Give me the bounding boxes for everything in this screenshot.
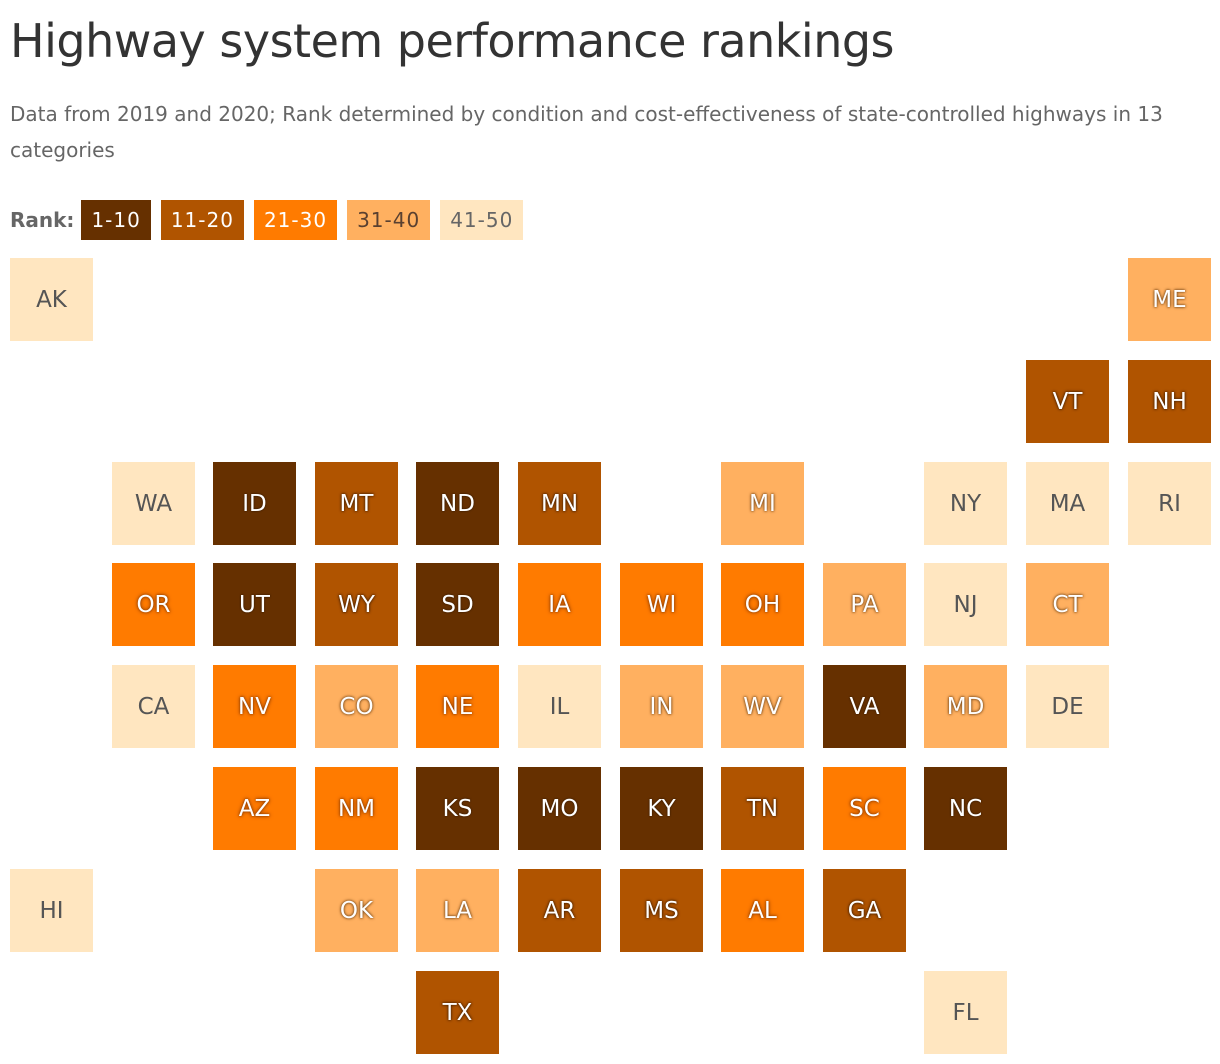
state-tile-mi: MI [721,462,804,545]
state-tile-wy: WY [315,563,398,646]
state-tile-ri: RI [1128,462,1211,545]
state-tile-ma: MA [1026,462,1109,545]
state-tile-mn: MN [518,462,601,545]
legend-swatch-11-20: 11-20 [160,200,244,240]
state-tile-wa: WA [112,462,195,545]
state-tile-sd: SD [416,563,499,646]
state-tile-nv: NV [213,665,296,748]
page-title: Highway system performance rankings [10,14,895,68]
state-tile-ny: NY [924,462,1007,545]
state-tile-in: IN [620,665,703,748]
state-tile-oh: OH [721,563,804,646]
state-tile-ne: NE [416,665,499,748]
state-tile-va: VA [823,665,906,748]
state-tile-al: AL [721,869,804,952]
state-tile-az: AZ [213,767,296,850]
state-tile-ca: CA [112,665,195,748]
state-tile-de: DE [1026,665,1109,748]
state-tile-fl: FL [924,971,1007,1054]
rank-legend: Rank: 1-10 11-20 21-30 31-40 41-50 [10,200,533,240]
state-tile-sc: SC [823,767,906,850]
state-tile-id: ID [213,462,296,545]
state-tile-ky: KY [620,767,703,850]
state-tile-nc: NC [924,767,1007,850]
state-tile-co: CO [315,665,398,748]
state-tile-mt: MT [315,462,398,545]
state-tile-ok: OK [315,869,398,952]
state-tile-md: MD [924,665,1007,748]
state-tile-il: IL [518,665,601,748]
state-tile-la: LA [416,869,499,952]
state-tile-me: ME [1128,258,1211,341]
state-tile-nj: NJ [924,563,1007,646]
state-tile-nh: NH [1128,360,1211,443]
legend-swatch-31-40: 31-40 [347,200,431,240]
state-tile-ct: CT [1026,563,1109,646]
state-tile-nd: ND [416,462,499,545]
state-tile-ks: KS [416,767,499,850]
state-tile-ia: IA [518,563,601,646]
state-tile-tn: TN [721,767,804,850]
state-tile-ak: AK [10,258,93,341]
state-tile-ms: MS [620,869,703,952]
legend-swatch-1-10: 1-10 [81,200,151,240]
legend-label: Rank: [10,208,75,232]
state-tile-or: OR [112,563,195,646]
page-subtitle: Data from 2019 and 2020; Rank determined… [10,102,1163,162]
state-tile-nm: NM [315,767,398,850]
state-tile-pa: PA [823,563,906,646]
state-tile-hi: HI [10,869,93,952]
state-tile-mo: MO [518,767,601,850]
state-tile-vt: VT [1026,360,1109,443]
state-tile-wi: WI [620,563,703,646]
state-tile-wv: WV [721,665,804,748]
legend-swatch-21-30: 21-30 [253,200,338,240]
state-tile-tx: TX [416,971,499,1054]
state-tile-ut: UT [213,563,296,646]
state-tile-ga: GA [823,869,906,952]
legend-swatch-41-50: 41-50 [440,200,524,240]
state-tile-ar: AR [518,869,601,952]
